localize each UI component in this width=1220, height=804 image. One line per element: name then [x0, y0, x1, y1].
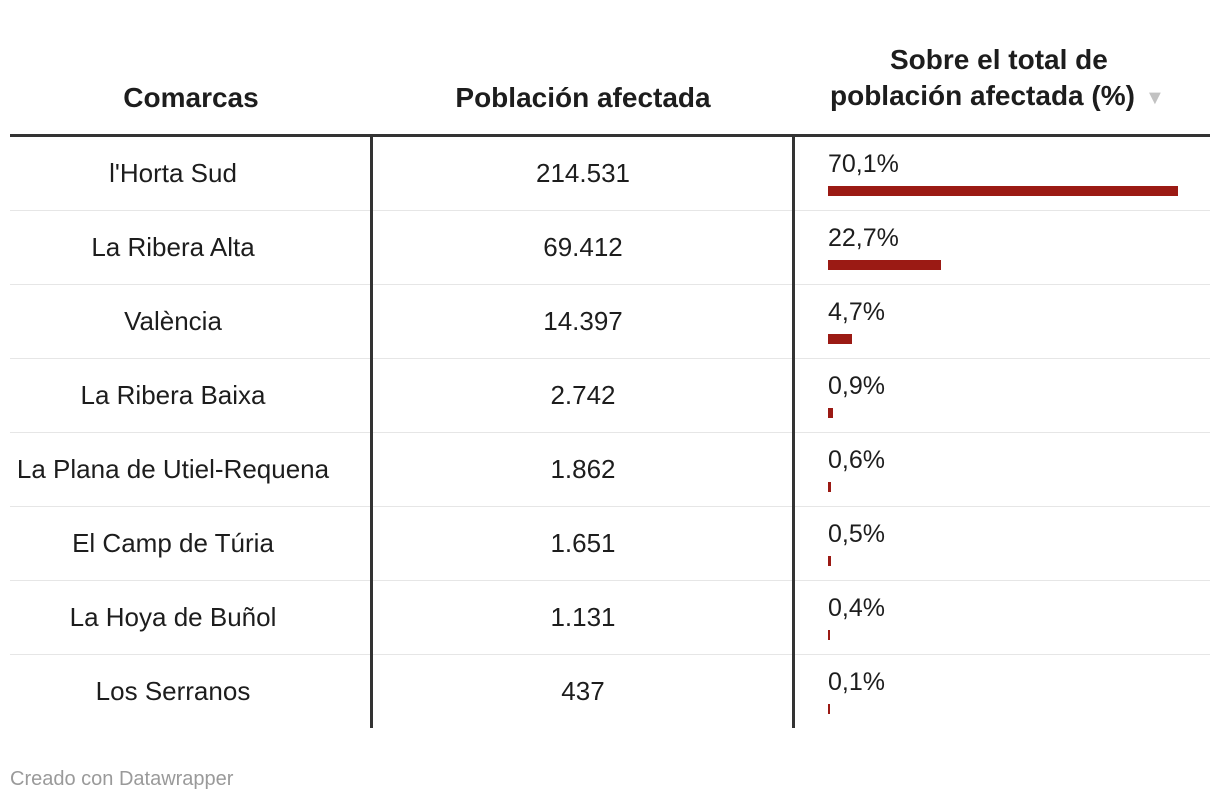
pct-label: 0,6%	[828, 446, 885, 474]
cell-comarca: El Camp de Túria	[72, 528, 274, 558]
pct-bar	[828, 408, 833, 418]
cell-poblacion: 214.531	[536, 158, 630, 188]
column-header-comarcas[interactable]: Comarcas	[10, 80, 372, 116]
column-header-label-line2-wrap: población afectada (%) ▼	[830, 78, 1210, 116]
table-row: La Hoya de Buñol 1.131 0,4%	[10, 581, 1210, 655]
table-row: l'Horta Sud 214.531 70,1%	[10, 137, 1210, 211]
cell-poblacion: 2.742	[550, 380, 616, 410]
cell-porcentaje: 0,4%	[828, 581, 1210, 654]
cell-poblacion: 1.862	[550, 454, 616, 484]
cell-porcentaje: 0,5%	[828, 507, 1210, 580]
pct-label: 70,1%	[828, 150, 899, 178]
cell-porcentaje: 22,7%	[828, 211, 1210, 284]
pct-label: 0,5%	[828, 520, 885, 548]
table-row: València 14.397 4,7%	[10, 285, 1210, 359]
data-table: Comarcas Población afectada Sobre el tot…	[10, 0, 1210, 728]
column-header-poblacion[interactable]: Población afectada	[372, 80, 794, 116]
cell-porcentaje: 0,6%	[828, 433, 1210, 506]
pct-label: 0,1%	[828, 668, 885, 696]
table-row: Los Serranos 437 0,1%	[10, 655, 1210, 728]
pct-label: 0,9%	[828, 372, 885, 400]
pct-bar	[828, 482, 831, 492]
cell-comarca: Los Serranos	[95, 676, 251, 706]
cell-porcentaje: 0,1%	[828, 655, 1210, 728]
pct-bar	[828, 186, 1178, 196]
pct-bar	[828, 704, 830, 714]
table-row: La Ribera Alta 69.412 22,7%	[10, 211, 1210, 285]
column-header-label-line2: población afectada (%)	[830, 80, 1135, 112]
sort-descending-icon[interactable]: ▼	[1144, 87, 1165, 109]
column-divider	[370, 137, 373, 728]
pct-bar	[828, 630, 830, 640]
pct-bar	[828, 556, 831, 566]
cell-poblacion: 69.412	[543, 232, 623, 262]
cell-poblacion: 1.131	[550, 602, 616, 632]
cell-porcentaje: 0,9%	[828, 359, 1210, 432]
cell-comarca: l'Horta Sud	[109, 158, 237, 188]
pct-label: 4,7%	[828, 298, 885, 326]
cell-comarca: La Ribera Baixa	[80, 380, 266, 410]
cell-poblacion: 1.651	[550, 528, 616, 558]
pct-label: 0,4%	[828, 594, 885, 622]
table-body: l'Horta Sud 214.531 70,1% La Ribera Alta 69.…	[10, 137, 1210, 728]
pct-bar	[828, 260, 942, 270]
cell-comarca: València	[124, 306, 222, 336]
pct-label: 22,7%	[828, 224, 899, 252]
column-header-porcentaje[interactable]: Sobre el total de población afectada (%)…	[830, 42, 1210, 116]
footer-credit[interactable]: Creado con Datawrapper	[10, 768, 234, 790]
column-divider	[792, 137, 795, 728]
cell-porcentaje: 4,7%	[828, 285, 1210, 358]
table-header: Comarcas Población afectada Sobre el tot…	[10, 0, 1210, 137]
pct-bar	[828, 334, 852, 344]
column-header-label: Comarcas	[123, 82, 259, 113]
table-row: El Camp de Túria 1.651 0,5%	[10, 507, 1210, 581]
column-header-label-line1: Sobre el total de	[890, 44, 1108, 76]
cell-porcentaje: 70,1%	[828, 137, 1210, 210]
cell-poblacion: 14.397	[543, 306, 623, 336]
cell-comarca: La Hoya de Buñol	[69, 602, 277, 632]
cell-comarca: La Plana de Utiel-Requena	[16, 454, 330, 484]
table-row: La Plana de Utiel-Requena 1.862 0,6%	[10, 433, 1210, 507]
column-header-label: Población afectada	[455, 82, 711, 113]
cell-comarca: La Ribera Alta	[91, 232, 255, 262]
cell-poblacion: 437	[561, 676, 605, 706]
table-row: La Ribera Baixa 2.742 0,9%	[10, 359, 1210, 433]
